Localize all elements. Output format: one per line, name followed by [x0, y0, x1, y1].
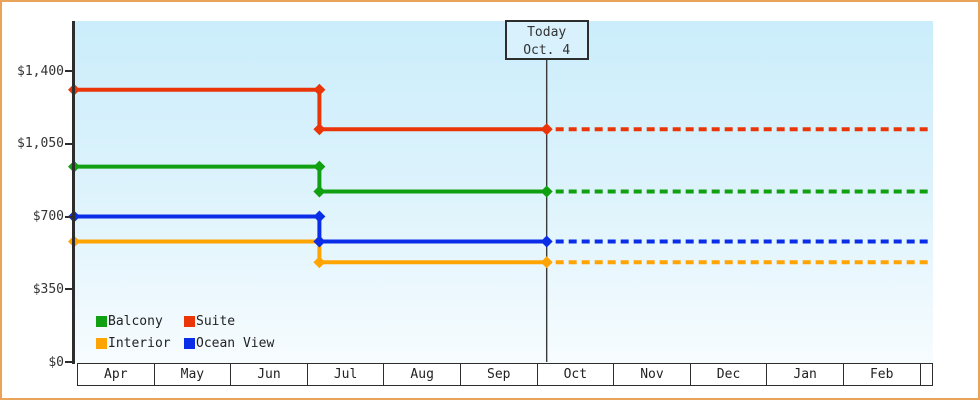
y-axis-label-1400: $1,400: [17, 63, 64, 79]
month-label-jun: Jun: [231, 364, 308, 385]
today-date: Oct. 4: [523, 43, 571, 58]
month-label-may: May: [155, 364, 232, 385]
month-label-jan: Jan: [767, 364, 844, 385]
month-label-feb: Feb: [844, 364, 921, 385]
month-label-aug: Aug: [384, 364, 461, 385]
month-label-sep: Sep: [461, 364, 538, 385]
y-axis-label-350: $350: [32, 281, 64, 297]
y-tick-0: [65, 361, 73, 363]
legend-swatch: [184, 315, 195, 327]
today-marker-box: Today Oct. 4: [504, 20, 589, 60]
month-label-apr: Apr: [78, 364, 155, 385]
y-axis: [72, 21, 75, 364]
legend-swatch: [96, 315, 107, 327]
legend-label: Balcony: [108, 313, 163, 329]
legend-swatch: [184, 337, 195, 349]
y-axis-label-0: $0: [48, 354, 64, 370]
y-tick-1050: [65, 142, 73, 145]
legend-item-interior: Interior: [96, 335, 184, 351]
legend-label: Ocean View: [196, 335, 275, 351]
y-axis-label-700: $700: [32, 209, 64, 224]
legend-item-ocean-view: Ocean View: [184, 335, 274, 351]
legend: Balcony Suite Interior Ocean View: [96, 313, 274, 351]
y-axis-label-1050: $1,050: [17, 136, 64, 152]
legend-item-balcony: Balcony: [96, 313, 184, 329]
legend-swatch: [96, 337, 107, 349]
legend-label: Suite: [196, 313, 236, 329]
legend-item-suite: Suite: [184, 313, 274, 329]
today-label: Today: [527, 25, 567, 40]
month-band-filler: [921, 364, 932, 385]
y-tick-1400: [65, 70, 73, 72]
y-tick-700: [65, 215, 73, 218]
legend-label: Interior: [108, 335, 171, 351]
y-tick-350: [65, 288, 73, 290]
month-label-jul: Jul: [308, 364, 385, 385]
x-axis-month-band: Apr May Jun Jul Aug Sep Oct Nov Dec Jan …: [77, 363, 933, 386]
month-label-dec: Dec: [691, 364, 768, 385]
month-label-nov: Nov: [614, 364, 691, 385]
month-label-oct: Oct: [538, 364, 615, 385]
